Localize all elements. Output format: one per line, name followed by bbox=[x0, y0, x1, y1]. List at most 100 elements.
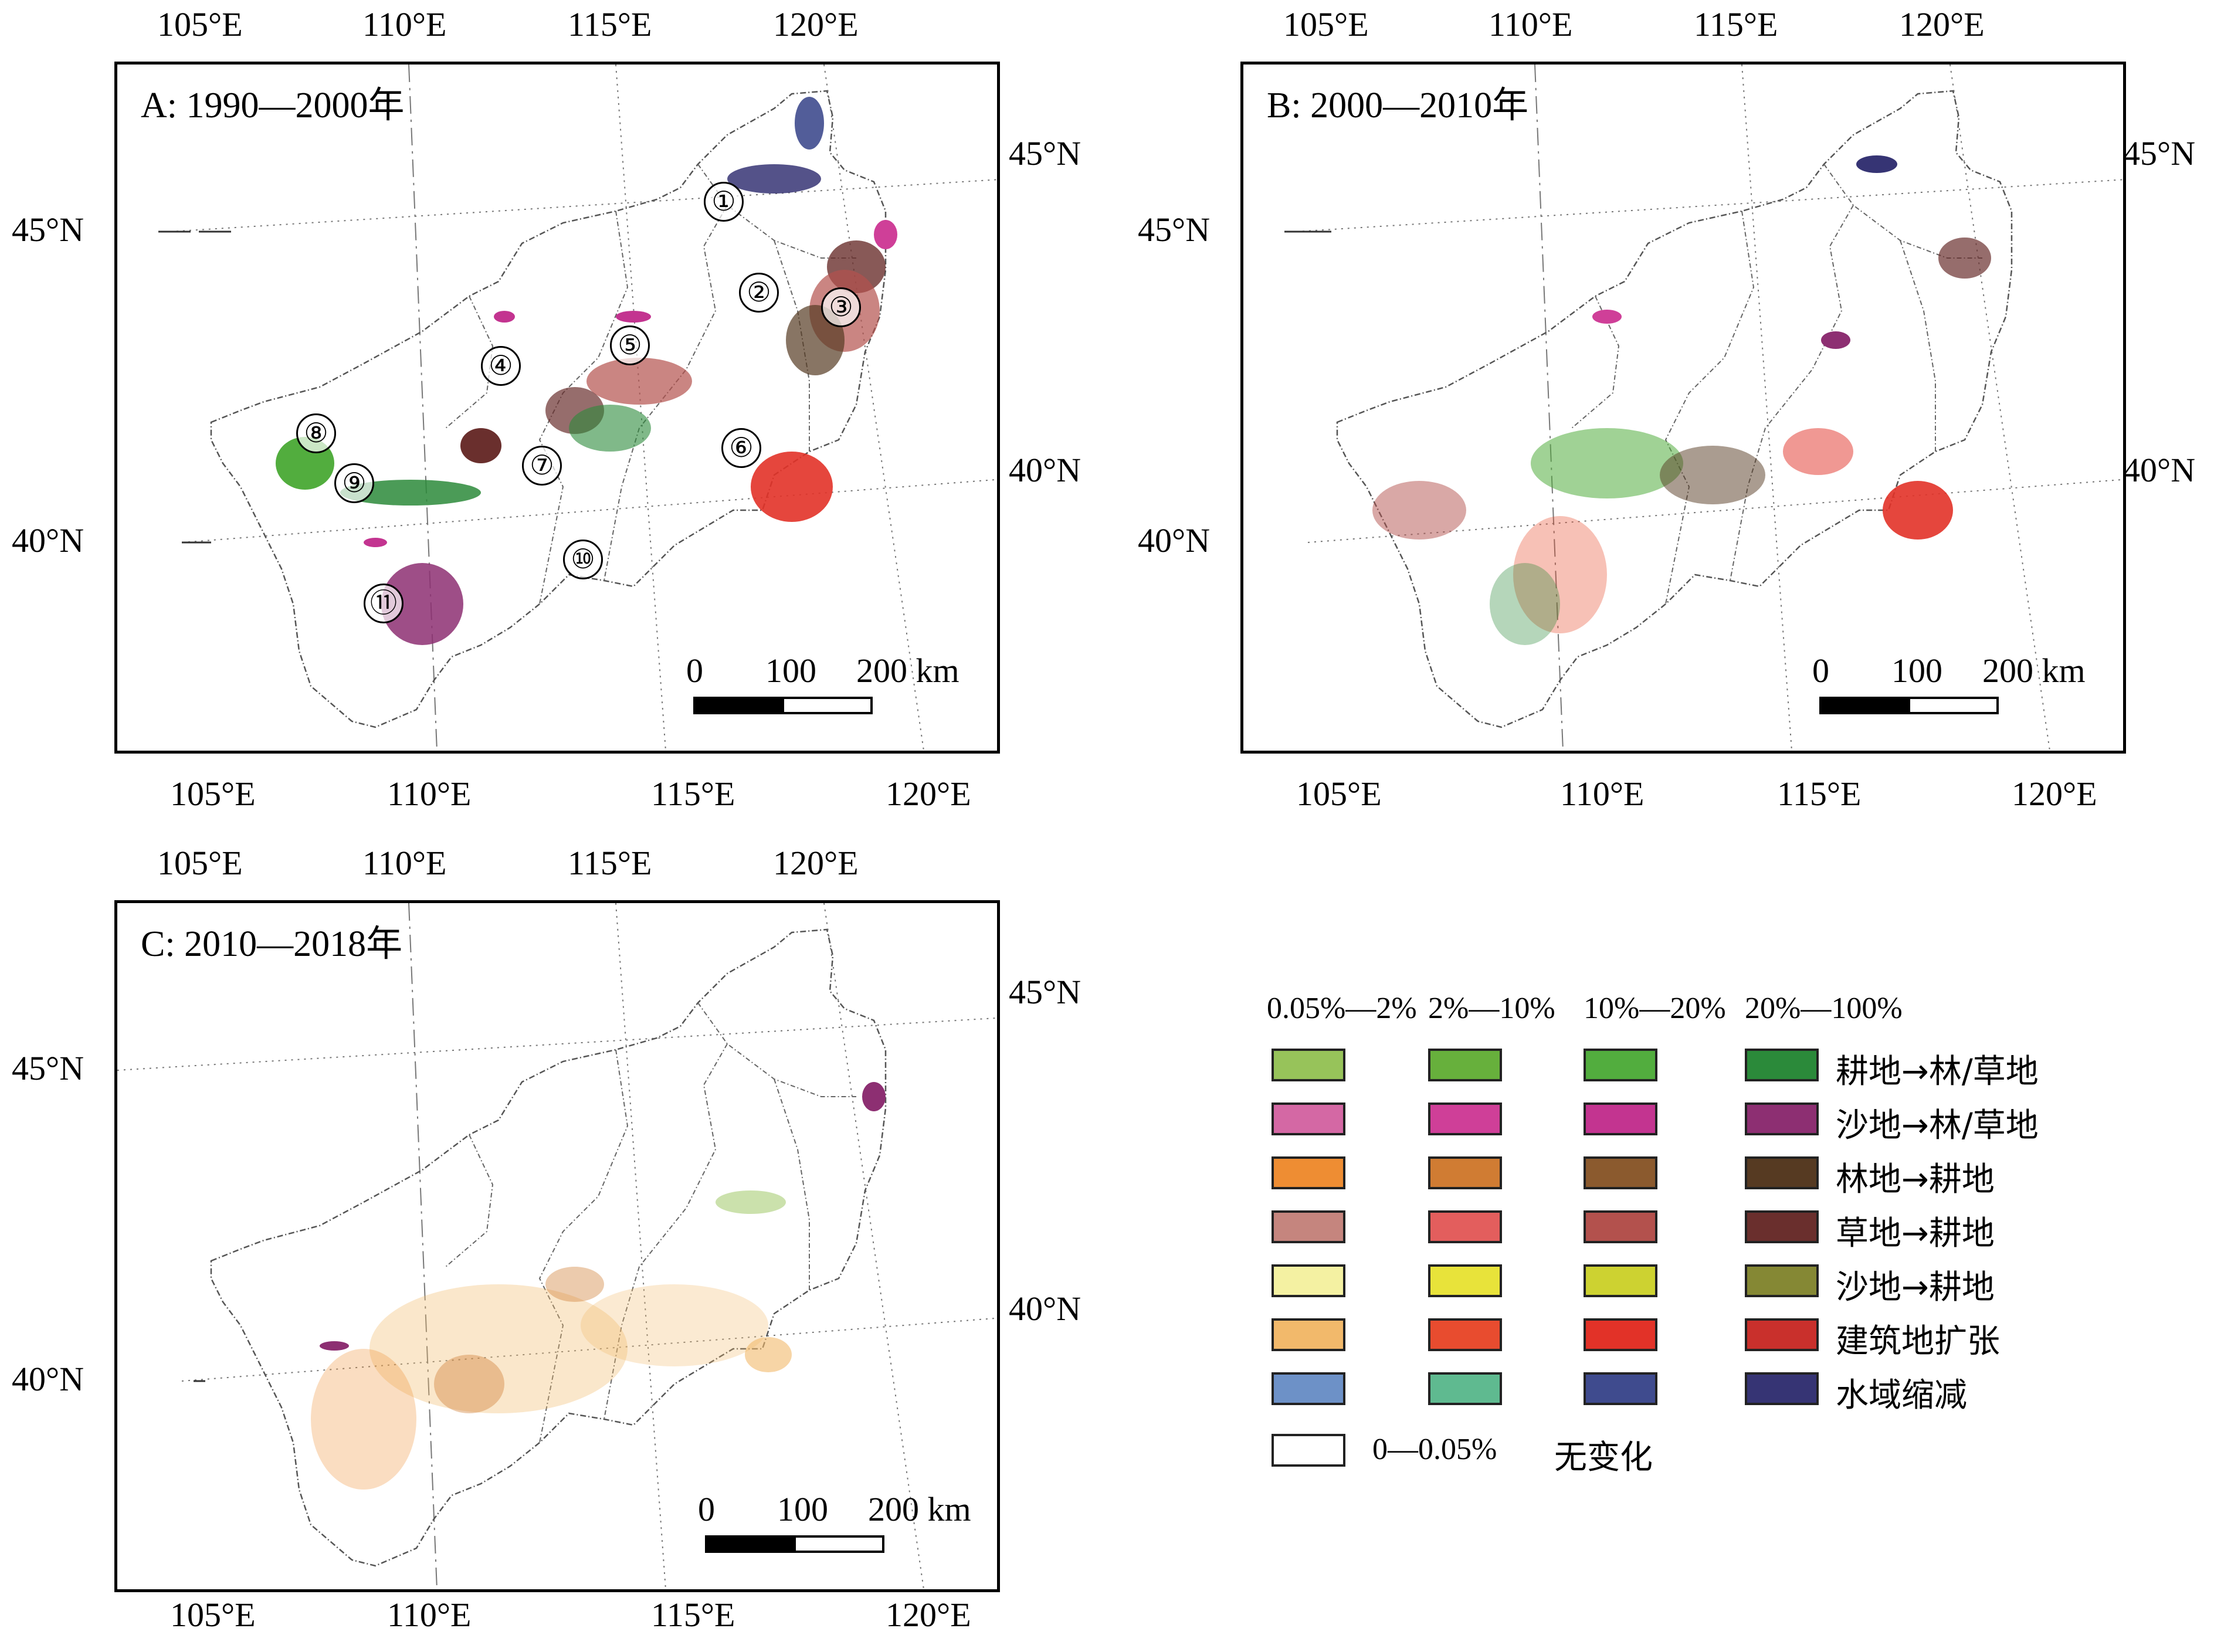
right-tick-45n: 45°N bbox=[1009, 134, 1081, 172]
legend-swatch bbox=[1428, 1372, 1502, 1405]
scale-zero: 0 bbox=[698, 1490, 715, 1528]
top-tick-110: 110°E bbox=[1489, 5, 1573, 43]
legend-row-label: 建筑地扩张 bbox=[1836, 1322, 2000, 1361]
legend-swatch bbox=[1745, 1049, 1819, 1081]
left-tick-45n: 45°N bbox=[12, 1049, 84, 1087]
left-tick-40n: 40°N bbox=[12, 1360, 84, 1398]
legend-no-change-range: 0—0.05% bbox=[1372, 1433, 1497, 1466]
legend-row-label: 耕地→林/草地 bbox=[1836, 1053, 2039, 1091]
top-tick-110: 110°E bbox=[362, 844, 447, 882]
legend-swatch bbox=[1745, 1264, 1819, 1297]
right-tick-45n: 45°N bbox=[2123, 134, 2196, 172]
right-tick-40n: 40°N bbox=[1009, 1290, 1081, 1328]
region-label-9: ⑨ bbox=[334, 463, 374, 503]
region-label-2: ② bbox=[739, 273, 779, 313]
right-tick-45n: 45°N bbox=[1009, 973, 1081, 1011]
scale-zero: 0 bbox=[686, 652, 703, 690]
legend-swatch bbox=[1584, 1156, 1657, 1189]
top-tick-115: 115°E bbox=[1694, 5, 1778, 43]
scalebar-c: 0 100 200 km bbox=[698, 1490, 971, 1560]
panel-title-c: C: 2010—2018年 bbox=[141, 924, 403, 964]
legend-row-label: 草地→耕地 bbox=[1836, 1215, 1995, 1253]
legend: 0.05%—2% 2%—10% 10%—20% 20%—100% 耕地→林/草地… bbox=[1267, 991, 2205, 1490]
map-frame-b: B: 2000—2010年 0 100 200 km bbox=[1240, 62, 2126, 754]
bottom-tick-110: 110°E bbox=[1560, 775, 1645, 813]
legend-row-label: 沙地→林/草地 bbox=[1836, 1107, 2039, 1145]
legend-col-header-3: 10%—20% bbox=[1584, 992, 1726, 1025]
scale-end: 200 km bbox=[1982, 652, 2086, 690]
legend-col-header-2: 2%—10% bbox=[1428, 992, 1555, 1025]
scale-bar-white bbox=[1908, 697, 1999, 714]
bottom-tick-120: 120°E bbox=[886, 1596, 971, 1634]
map-frame-c: C: 2010—2018年 0 100 200 km bbox=[114, 900, 1000, 1592]
scale-zero: 0 bbox=[1812, 652, 1829, 690]
scale-bar-white bbox=[794, 1535, 884, 1553]
map-frame-a: A: 1990—2000年 ① ② ③ ④ ⑤ ⑥ ⑦ ⑧ ⑨ ⑩ ⑪ 0 10… bbox=[114, 62, 1000, 754]
map-canvas-b bbox=[1284, 65, 2123, 751]
legend-swatch bbox=[1584, 1210, 1657, 1243]
change-patches-a bbox=[276, 97, 897, 645]
bottom-tick-105: 105°E bbox=[170, 1596, 256, 1634]
top-tick-115: 115°E bbox=[568, 5, 652, 43]
right-tick-40n: 40°N bbox=[1009, 451, 1081, 489]
map-canvas-c bbox=[117, 903, 997, 1589]
legend-swatch bbox=[1584, 1372, 1657, 1405]
scalebar-b: 0 100 200 km bbox=[1812, 651, 2086, 721]
region-label-7: ⑦ bbox=[522, 446, 562, 486]
legend-swatch bbox=[1584, 1318, 1657, 1351]
legend-swatch bbox=[1584, 1264, 1657, 1297]
region-label-1: ① bbox=[704, 182, 744, 222]
scalebar-a: 0 100 200 km bbox=[686, 651, 959, 721]
bottom-tick-115: 115°E bbox=[651, 1596, 735, 1634]
legend-swatch bbox=[1272, 1049, 1345, 1081]
legend-swatch bbox=[1745, 1210, 1819, 1243]
legend-swatch bbox=[1428, 1264, 1502, 1297]
legend-swatch bbox=[1272, 1372, 1345, 1405]
legend-swatch bbox=[1428, 1210, 1502, 1243]
bottom-tick-115: 115°E bbox=[1777, 775, 1862, 813]
legend-swatch bbox=[1272, 1264, 1345, 1297]
bottom-tick-110: 110°E bbox=[387, 1596, 472, 1634]
region-label-5: ⑤ bbox=[610, 325, 650, 365]
legend-swatch bbox=[1272, 1318, 1345, 1351]
region-label-11: ⑪ bbox=[364, 584, 404, 623]
scale-end: 200 km bbox=[856, 652, 959, 690]
top-tick-105: 105°E bbox=[1283, 5, 1369, 43]
scale-bar-black bbox=[693, 697, 784, 714]
top-tick-120: 120°E bbox=[1899, 5, 1985, 43]
region-label-6: ⑥ bbox=[721, 428, 761, 468]
map-panel-a: 105°E 110°E 115°E 120°E 45°N 40°N 45°N 4… bbox=[0, 0, 1081, 821]
legend-swatch bbox=[1272, 1210, 1345, 1243]
top-tick-110: 110°E bbox=[362, 5, 447, 43]
legend-col-header-1: 0.05%—2% bbox=[1267, 992, 1417, 1025]
bottom-tick-105: 105°E bbox=[170, 775, 256, 813]
top-tick-120: 120°E bbox=[773, 844, 859, 882]
right-tick-40n: 40°N bbox=[2123, 451, 2196, 489]
bottom-tick-105: 105°E bbox=[1296, 775, 1382, 813]
panel-title-b: B: 2000—2010年 bbox=[1267, 86, 1529, 125]
scale-mid: 100 bbox=[777, 1490, 828, 1528]
legend-row-label: 林地→耕地 bbox=[1836, 1161, 1995, 1199]
bottom-tick-120: 120°E bbox=[2012, 775, 2097, 813]
left-tick-40n: 40°N bbox=[12, 521, 84, 559]
left-tick-45n: 45°N bbox=[1138, 211, 1211, 249]
left-tick-45n: 45°N bbox=[12, 211, 84, 249]
region-outline-a bbox=[210, 90, 887, 728]
bottom-tick-120: 120°E bbox=[886, 775, 971, 813]
legend-swatch bbox=[1584, 1049, 1657, 1081]
scale-mid: 100 bbox=[765, 652, 816, 690]
legend-col-header-4: 20%—100% bbox=[1745, 992, 1903, 1025]
scale-end: 200 km bbox=[868, 1490, 971, 1528]
top-tick-120: 120°E bbox=[773, 5, 859, 43]
scale-bar-black bbox=[1819, 697, 1910, 714]
legend-swatch bbox=[1428, 1103, 1502, 1135]
legend-swatch bbox=[1272, 1103, 1345, 1135]
top-tick-115: 115°E bbox=[568, 844, 652, 882]
legend-swatch bbox=[1745, 1156, 1819, 1189]
legend-swatch bbox=[1428, 1318, 1502, 1351]
legend-no-change-label: 无变化 bbox=[1554, 1439, 1653, 1477]
legend-swatch bbox=[1428, 1049, 1502, 1081]
map-panel-c: 105°E 110°E 115°E 120°E 45°N 40°N 45°N 4… bbox=[0, 839, 1126, 1652]
legend-swatch bbox=[1745, 1372, 1819, 1405]
legend-row-label: 水域缩减 bbox=[1836, 1376, 1967, 1414]
